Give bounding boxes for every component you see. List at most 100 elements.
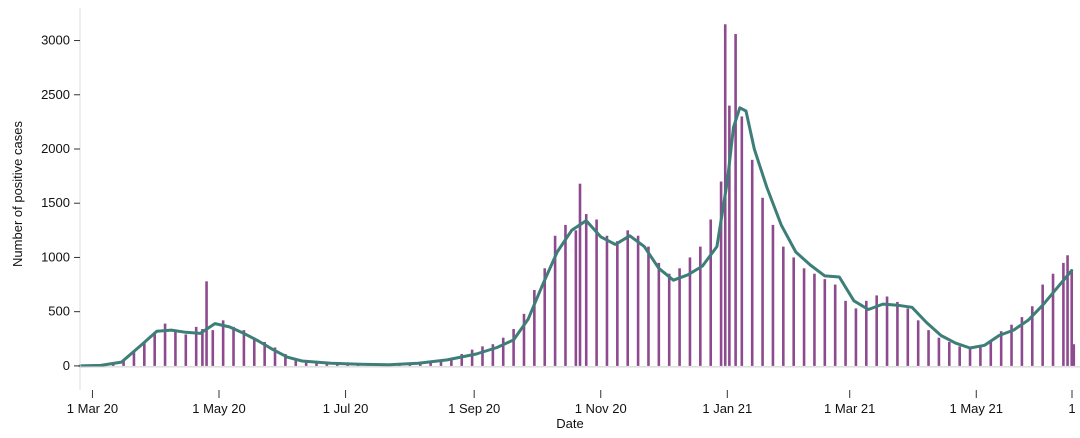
case-bar [657, 262, 661, 366]
case-bar [242, 330, 246, 366]
case-bar [439, 359, 443, 366]
y-tick-label: 2500 [41, 87, 70, 102]
case-bar [1041, 284, 1044, 366]
case-bar [865, 300, 868, 366]
case-bar [578, 183, 582, 366]
case-bar [252, 337, 256, 366]
case-bar [232, 326, 235, 366]
case-bar [947, 342, 951, 366]
case-bar [719, 181, 723, 366]
case-bar [205, 281, 208, 366]
case-bar [636, 235, 640, 366]
case-bar [273, 347, 277, 366]
rolling-average-line [78, 106, 1074, 368]
case-bar [294, 358, 298, 366]
case-bar [968, 348, 972, 366]
case-bar [626, 230, 630, 366]
case-bar [553, 235, 557, 366]
x-tick-label: 1 Sep 20 [448, 401, 500, 416]
case-bar [221, 320, 225, 366]
case-bar [564, 224, 567, 366]
case-bar [122, 359, 125, 366]
case-bar [1072, 344, 1076, 366]
case-bar [194, 326, 198, 366]
case-bar [734, 34, 737, 366]
case-bar [906, 308, 910, 366]
case-bar [174, 330, 177, 366]
case-bar [211, 330, 215, 366]
case-bar [709, 219, 713, 366]
case-bar [875, 295, 878, 366]
case-bar [699, 246, 702, 366]
x-tick-label: 1 Mar 21 [824, 401, 875, 416]
case-bar [750, 159, 754, 366]
case-bar [481, 346, 484, 366]
case-bar [460, 353, 464, 366]
case-bar [143, 342, 146, 366]
case-bar [163, 323, 167, 366]
case-bar [543, 268, 547, 366]
case-bar [574, 230, 578, 366]
x-tick-label: 1 May 20 [192, 401, 245, 416]
case-bar [823, 279, 827, 366]
case-bar [1010, 324, 1013, 366]
case-bar [263, 342, 266, 366]
case-bar [688, 257, 692, 366]
case-bar [885, 296, 889, 366]
x-tick-label: 1 Jul 20 [323, 401, 369, 416]
case-bar [667, 273, 671, 366]
bar-series [82, 24, 1076, 367]
y-axis-title: Number of positive cases [10, 121, 25, 267]
case-bar [782, 246, 785, 366]
x-tick-label: 1 [1068, 401, 1075, 416]
case-bar [1020, 317, 1024, 366]
case-bar [429, 361, 432, 366]
case-bar [999, 331, 1003, 366]
x-tick-label: 1 Nov 20 [575, 401, 627, 416]
case-bar [728, 105, 731, 366]
case-bar [896, 301, 899, 366]
x-tick-label: 1 May 21 [950, 401, 1003, 416]
case-bar [813, 273, 816, 366]
case-bar [833, 284, 837, 366]
case-bar [647, 246, 650, 366]
case-bar [470, 349, 474, 366]
case-bar [605, 235, 609, 366]
case-bar [315, 362, 318, 366]
trend-line-series [78, 106, 1074, 368]
x-axis-title: Date [556, 416, 583, 431]
y-tick-label: 2000 [41, 141, 70, 156]
y-tick-label: 500 [48, 304, 70, 319]
y-axis-ticks: 0 500 1000 1500 2000 2500 3000 [41, 33, 80, 373]
y-tick-label: 3000 [41, 33, 70, 48]
case-bar [854, 308, 858, 366]
case-bar [678, 268, 681, 366]
case-bar [1062, 262, 1065, 366]
case-bar [1066, 255, 1069, 366]
case-bar [802, 268, 806, 366]
case-bar [771, 224, 775, 366]
y-tick-label: 1500 [41, 195, 70, 210]
case-bar [979, 346, 982, 366]
case-bar [132, 351, 136, 366]
case-bar [740, 116, 744, 366]
y-tick-label: 0 [63, 358, 70, 373]
case-bar [1070, 270, 1074, 366]
case-bar [584, 214, 588, 366]
case-bar [533, 289, 536, 366]
case-bar [616, 241, 619, 366]
case-bar [761, 197, 764, 366]
case-bar [201, 329, 204, 366]
case-bar [184, 334, 188, 366]
case-bar [512, 329, 515, 366]
case-bar [958, 346, 961, 366]
case-bar [284, 353, 287, 366]
case-bar [522, 313, 526, 366]
case-bar [491, 344, 495, 366]
x-tick-label: 1 Jan 21 [702, 401, 752, 416]
case-bar [1051, 273, 1055, 366]
x-axis-ticks: 1 Mar 20 1 May 20 1 Jul 20 1 Sep 20 1 Nov 20… [67, 390, 1076, 416]
case-bar [792, 257, 795, 366]
case-bar [989, 339, 993, 366]
